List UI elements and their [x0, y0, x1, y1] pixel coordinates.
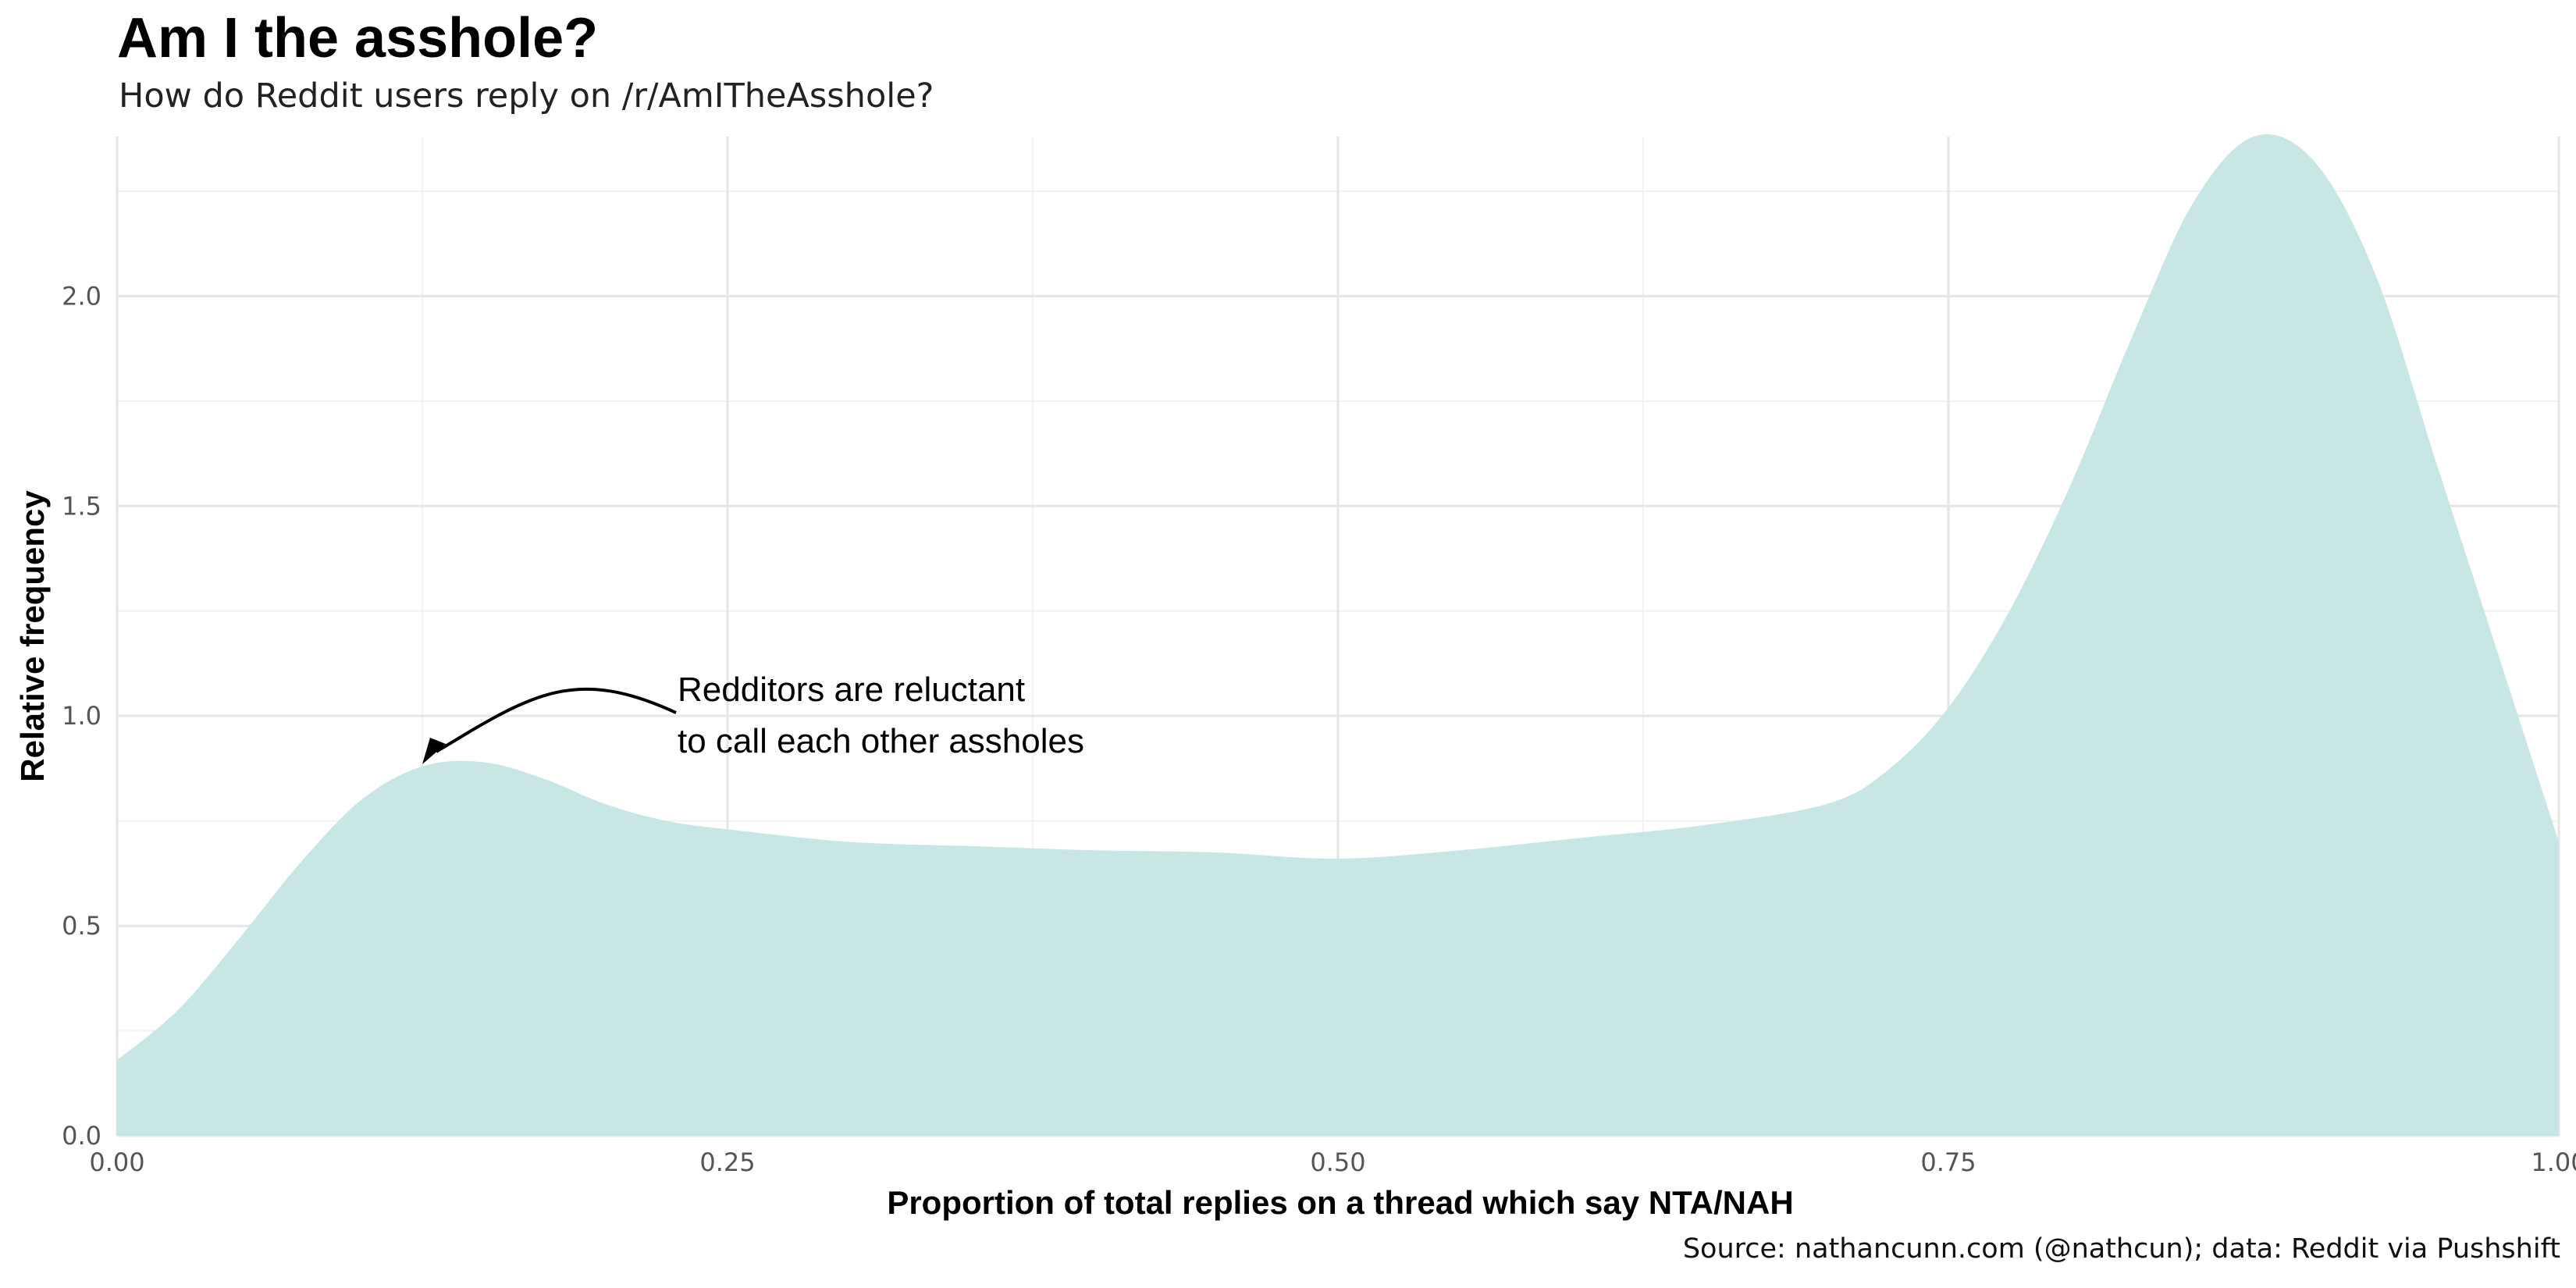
- annotation-text-line-2: to call each other assholes: [678, 722, 1084, 760]
- chart-title: Am I the asshole?: [117, 7, 599, 69]
- y-axis-ticks: 0.0 0.5 1.0 1.5 2.0: [62, 281, 101, 1151]
- annotation-arrowhead: [422, 737, 446, 764]
- y-axis-title: Relative frequency: [14, 490, 51, 782]
- x-tick-label: 0.75: [1920, 1147, 1976, 1177]
- density-area: [117, 134, 2559, 1137]
- x-axis-ticks: 0.00 0.25 0.50 0.75 1.00: [89, 1147, 2576, 1177]
- chart-subtitle: How do Reddit users reply on /r/AmITheAs…: [119, 76, 934, 116]
- y-tick-label: 2.0: [62, 281, 101, 311]
- annotation: Redditors are reluctant to call each oth…: [422, 671, 1084, 764]
- source-caption: Source: nathancunn.com (@nathcun); data:…: [1682, 1233, 2560, 1265]
- x-tick-label: 0.25: [699, 1147, 755, 1177]
- y-tick-label: 0.0: [62, 1121, 101, 1151]
- y-tick-label: 1.0: [62, 701, 101, 731]
- y-tick-label: 0.5: [62, 911, 101, 941]
- x-tick-label: 1.00: [2531, 1147, 2576, 1177]
- annotation-text-line-1: Redditors are reluctant: [678, 671, 1025, 709]
- x-axis-title: Proportion of total replies on a thread …: [887, 1184, 1793, 1221]
- annotation-arrow: [435, 687, 677, 753]
- y-tick-label: 1.5: [62, 491, 101, 521]
- x-tick-label: 0.50: [1310, 1147, 1365, 1177]
- x-tick-label: 0.00: [89, 1147, 144, 1177]
